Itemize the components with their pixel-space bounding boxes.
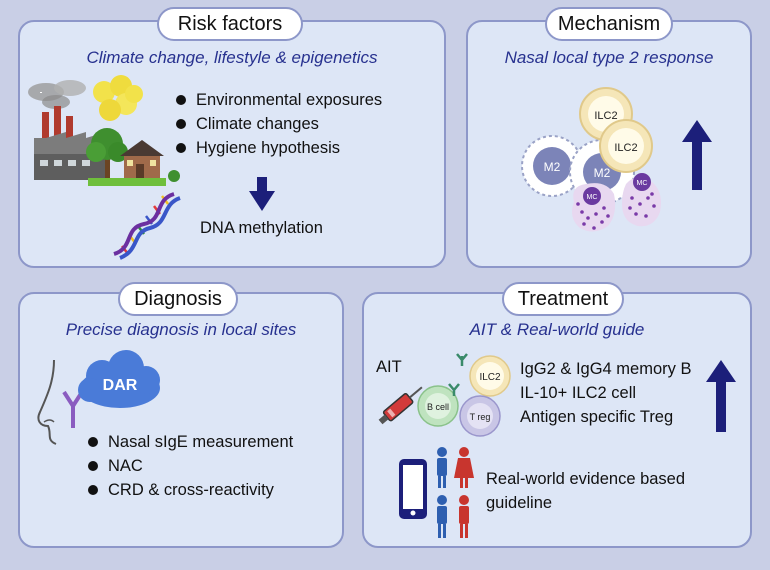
risk-factors-bullet-list: Environmental exposures Climate changes … <box>174 88 382 160</box>
diagnosis-bullet-list: Nasal sIgE measurement NAC CRD & cross-r… <box>86 430 293 502</box>
risk-factor-item: Hygiene hypothesis <box>174 136 382 160</box>
treatment-line-2: IL-10+ ILC2 cell <box>520 384 637 402</box>
syringe-icon <box>378 386 423 425</box>
guideline-line-1: Real-world evidence based <box>486 470 686 488</box>
svg-text:M2: M2 <box>594 166 611 180</box>
diagnosis-item: NAC <box>86 454 293 478</box>
antibody-icon <box>448 353 468 396</box>
diagnosis-subtitle: Precise diagnosis in local sites <box>65 320 297 339</box>
svg-text:MC: MC <box>587 194 598 201</box>
dar-label: DAR <box>103 377 138 394</box>
svg-text:M2: M2 <box>544 160 561 174</box>
type2-cells-illustration: M2 M2 ILC2 ILC2 MC <box>521 87 661 232</box>
dar-cloud-icon: DAR <box>78 350 160 408</box>
risk-factors-title: Risk factors <box>157 7 303 41</box>
ait-label: AIT <box>376 358 402 376</box>
diagnosis-item: CRD & cross-reactivity <box>86 478 293 502</box>
up-arrow-icon <box>682 120 712 190</box>
treg-cell-icon: T reg <box>459 395 501 437</box>
risk-factor-item: Climate changes <box>174 112 382 136</box>
nose-profile-icon <box>37 360 57 445</box>
svg-text:T reg: T reg <box>470 412 491 422</box>
svg-text:B cell: B cell <box>427 402 449 412</box>
dna-methylation-label: DNA methylation <box>200 219 323 237</box>
mechanism-title: Mechanism <box>545 7 673 41</box>
risk-factors-subtitle: Climate change, lifestyle & epigenetics <box>86 48 378 67</box>
down-arrow-icon <box>249 177 275 211</box>
diagnosis-title: Diagnosis <box>118 282 238 316</box>
ilc2-cell-icon: ILC2 <box>599 119 653 173</box>
b-cell-icon: B cell <box>417 385 459 427</box>
treatment-cells-illustration: B cell ILC2 T reg <box>417 353 511 437</box>
treatment-line-3: Antigen specific Treg <box>520 408 674 426</box>
svg-text:ILC2: ILC2 <box>479 372 501 383</box>
factory-scene-illustration <box>28 75 180 186</box>
svg-text:MC: MC <box>637 180 648 187</box>
treatment-line-1: IgG2 & IgG4 memory B <box>520 360 692 378</box>
ilc2-cell-icon: ILC2 <box>469 355 511 397</box>
treatment-title: Treatment <box>502 282 624 316</box>
svg-text:ILC2: ILC2 <box>614 142 637 154</box>
people-group-icon <box>437 447 474 538</box>
mast-cell-icon: MC <box>622 173 661 227</box>
smartphone-icon <box>399 459 427 519</box>
risk-factor-item: Environmental exposures <box>174 88 382 112</box>
treatment-subtitle: AIT & Real-world guide <box>469 320 645 339</box>
mechanism-subtitle: Nasal local type 2 response <box>504 48 714 67</box>
guideline-line-2: guideline <box>486 494 553 512</box>
mast-cell-icon: MC <box>572 183 616 232</box>
svg-text:ILC2: ILC2 <box>594 110 617 122</box>
up-arrow-icon <box>706 360 736 432</box>
diagnosis-item: Nasal sIgE measurement <box>86 430 293 454</box>
dna-helix-icon <box>113 192 181 260</box>
